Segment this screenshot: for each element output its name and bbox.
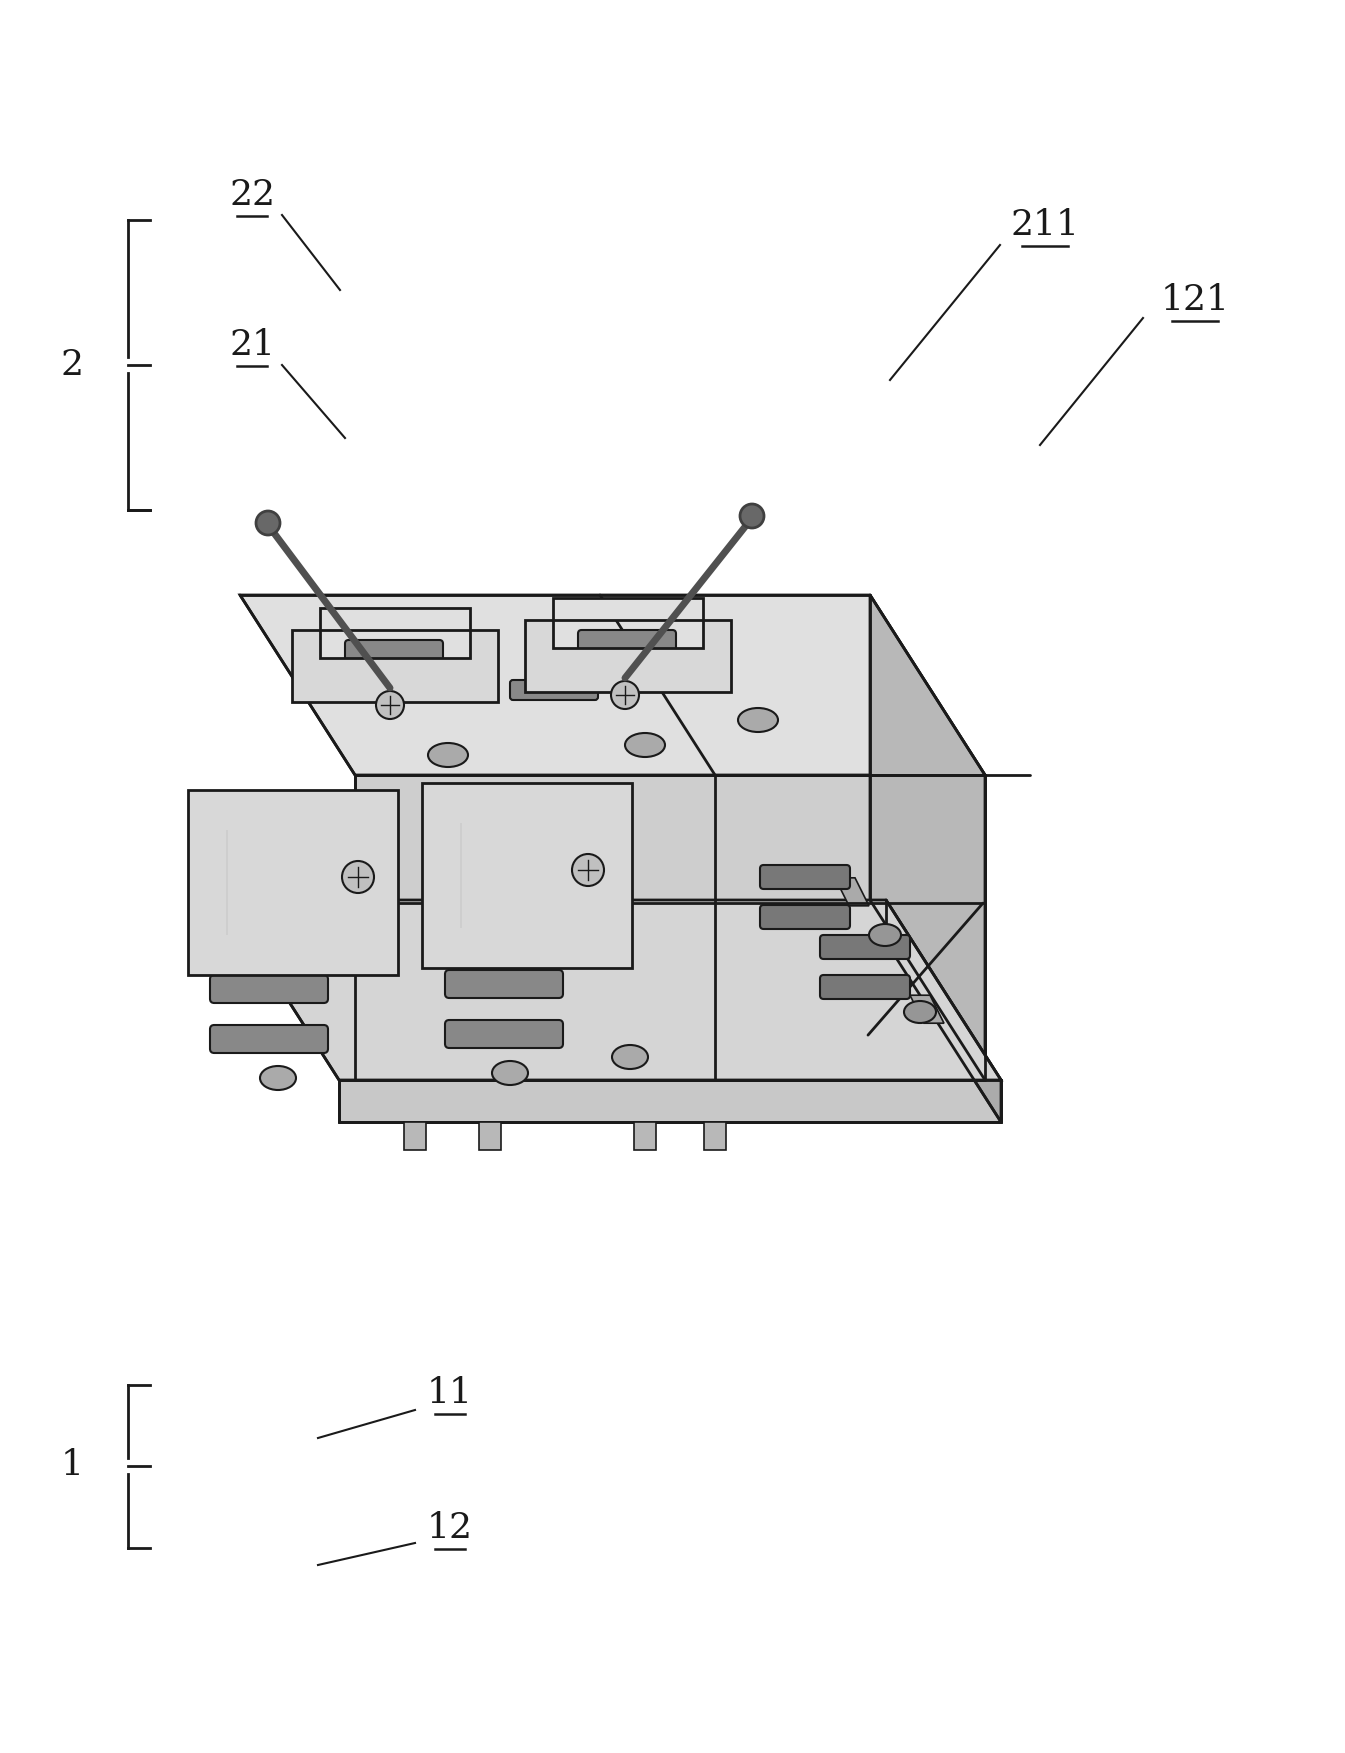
Polygon shape [339, 1080, 1001, 1122]
Ellipse shape [625, 733, 664, 757]
Circle shape [342, 861, 374, 892]
FancyBboxPatch shape [510, 680, 599, 699]
Circle shape [377, 691, 404, 719]
Ellipse shape [428, 743, 468, 768]
Polygon shape [633, 1122, 656, 1150]
Ellipse shape [612, 1045, 648, 1069]
Polygon shape [703, 1122, 726, 1150]
Circle shape [611, 680, 639, 708]
Text: 21: 21 [229, 328, 274, 363]
Text: 211: 211 [1010, 209, 1080, 242]
Ellipse shape [738, 708, 777, 733]
Polygon shape [553, 598, 703, 621]
Text: 121: 121 [1161, 282, 1229, 317]
Polygon shape [525, 621, 730, 692]
FancyBboxPatch shape [445, 1020, 564, 1048]
Polygon shape [188, 791, 398, 975]
Polygon shape [835, 878, 869, 906]
Ellipse shape [740, 505, 764, 528]
FancyBboxPatch shape [222, 840, 330, 868]
Polygon shape [479, 1122, 500, 1150]
Text: 22: 22 [229, 179, 274, 212]
Circle shape [572, 854, 604, 885]
FancyBboxPatch shape [346, 640, 443, 664]
Ellipse shape [869, 924, 901, 947]
Ellipse shape [256, 512, 280, 535]
FancyBboxPatch shape [820, 934, 911, 959]
Polygon shape [225, 899, 1001, 1080]
FancyBboxPatch shape [820, 975, 911, 999]
Text: 11: 11 [426, 1376, 473, 1409]
Text: 12: 12 [426, 1511, 473, 1544]
FancyBboxPatch shape [445, 969, 564, 997]
Ellipse shape [492, 1061, 529, 1085]
Polygon shape [226, 829, 229, 934]
FancyBboxPatch shape [222, 891, 330, 919]
Text: 2: 2 [61, 349, 83, 382]
FancyBboxPatch shape [760, 864, 850, 889]
Polygon shape [886, 899, 1001, 1122]
Ellipse shape [904, 1001, 936, 1024]
FancyBboxPatch shape [455, 885, 564, 913]
FancyBboxPatch shape [210, 1026, 328, 1054]
Polygon shape [355, 775, 985, 1080]
Polygon shape [870, 594, 985, 1080]
Polygon shape [460, 822, 461, 927]
Text: 1: 1 [61, 1448, 83, 1481]
FancyBboxPatch shape [210, 975, 328, 1003]
Polygon shape [239, 594, 985, 775]
Polygon shape [422, 784, 632, 968]
Ellipse shape [260, 1066, 296, 1090]
Polygon shape [404, 1122, 426, 1150]
FancyBboxPatch shape [760, 905, 850, 929]
Polygon shape [320, 608, 469, 629]
Polygon shape [911, 996, 944, 1024]
FancyBboxPatch shape [455, 834, 564, 862]
FancyBboxPatch shape [578, 629, 677, 654]
Polygon shape [292, 629, 498, 701]
